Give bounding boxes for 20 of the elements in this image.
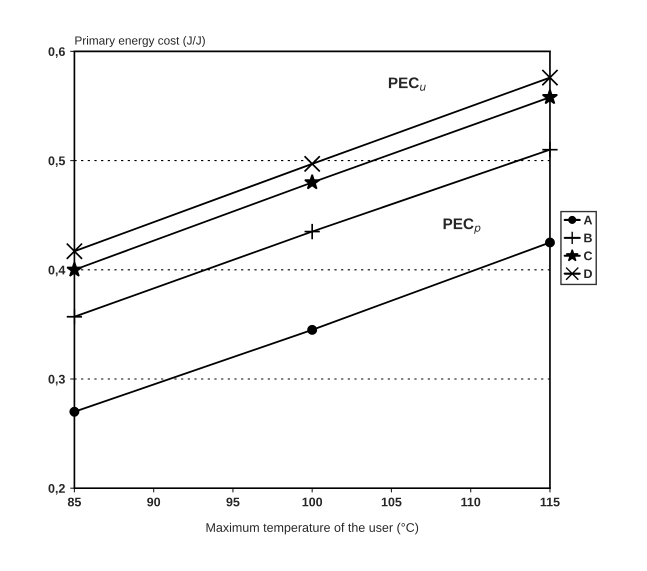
y-tick-label: 0,6 [48,47,65,58]
x-tick-label: 90 [147,498,160,506]
x-tick-label: 115 [540,498,560,506]
y-tick-label: 0,2 [48,484,65,495]
legend-label: B [584,234,592,242]
y-axis-title: Primary energy cost (J/J) [75,36,205,48]
x-axis-title: Maximum temperature of the user (°C) [206,522,418,534]
legend-label: C [584,251,592,260]
legend-label: A [584,216,592,224]
legend-label: D [584,269,592,278]
y-tick-label: 0,3 [48,374,65,386]
x-tick-label: 105 [382,498,402,506]
x-tick-label: 110 [461,498,480,506]
y-tick-label: 0,4 [48,266,66,276]
x-tick-label: 100 [302,498,322,506]
y-tick-label: 0,5 [48,156,66,168]
x-tick-label: 95 [226,498,240,506]
annotation: PEC$_{p}$ [444,218,480,234]
x-tick-label: 85 [68,498,82,506]
annotation: PEC$_{u}$ [388,77,426,91]
